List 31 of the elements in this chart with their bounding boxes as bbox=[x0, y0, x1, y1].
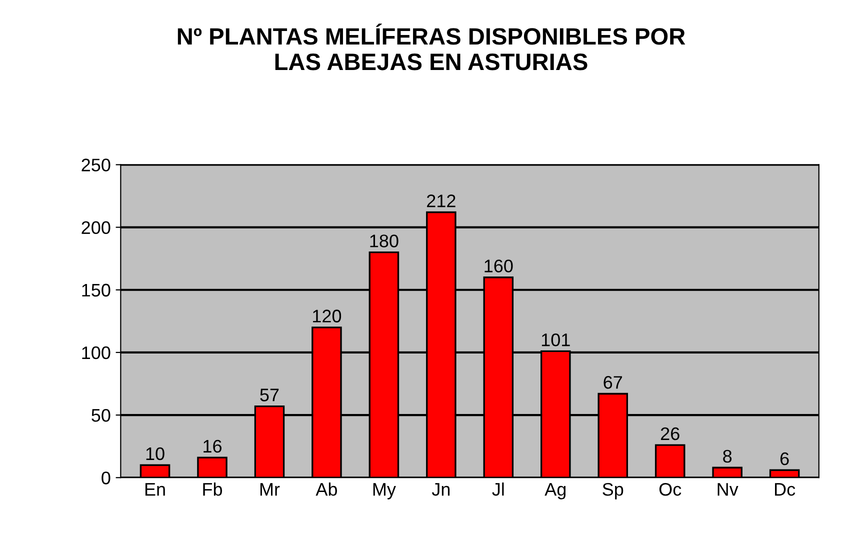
y-tick-label: 100 bbox=[82, 346, 110, 360]
x-tick-label: My bbox=[373, 483, 396, 500]
data-label: 16 bbox=[204, 440, 222, 453]
data-label: 212 bbox=[427, 194, 456, 208]
x-tick-label: Mr bbox=[260, 483, 280, 496]
data-label: 26 bbox=[660, 427, 680, 440]
data-label: 160 bbox=[484, 260, 513, 272]
chart-title: Nº PLANTAS MELÍFERAS DISPONIBLES POR LAS ABEJAS EN ASTURIAS bbox=[178, 24, 686, 70]
x-tick-label: Ag bbox=[544, 483, 566, 500]
y-tick-label: 250 bbox=[82, 158, 110, 172]
x-tick-label: Oc bbox=[659, 482, 682, 496]
y-tick-label: 150 bbox=[82, 284, 110, 297]
y-tick-label: 50 bbox=[92, 408, 110, 422]
data-label: 180 bbox=[370, 234, 398, 248]
y-tick-label: 200 bbox=[82, 221, 110, 234]
x-tick-label: Dc bbox=[775, 483, 796, 496]
data-label: 67 bbox=[604, 376, 622, 389]
x-tick-label: En bbox=[145, 483, 165, 496]
y-tick-label: 0 bbox=[102, 472, 110, 484]
data-label: 120 bbox=[313, 310, 342, 322]
x-tick-label: Jl bbox=[492, 482, 504, 496]
x-tick-label: Fb bbox=[203, 482, 222, 496]
x-tick-label: Nv bbox=[718, 483, 738, 496]
x-tick-label: Jn bbox=[432, 483, 450, 496]
data-label: 10 bbox=[146, 447, 164, 460]
data-label: 101 bbox=[542, 333, 570, 346]
x-tick-label: Ab bbox=[316, 482, 337, 496]
data-label: 8 bbox=[723, 450, 732, 463]
data-label: 57 bbox=[260, 388, 279, 402]
x-tick-label: Sp bbox=[602, 482, 624, 500]
data-label: 6 bbox=[780, 452, 789, 466]
